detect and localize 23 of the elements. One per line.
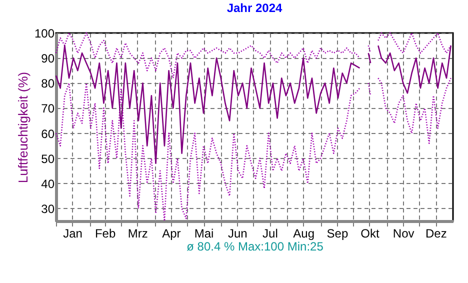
x-tick-label: Sep (326, 226, 348, 240)
x-tick-label: Jan (63, 226, 82, 240)
x-axis-title: ø 80.4 % Max:100 Min:25 (186, 240, 324, 254)
x-tick-label: Okt (360, 226, 380, 240)
y-tick-label: 30 (41, 202, 55, 216)
x-tick-label: Nov (392, 226, 414, 240)
y-tick-label: 90 (41, 52, 55, 66)
y-tick-label: 40 (41, 176, 55, 191)
x-tick-label: Mrz (128, 226, 148, 240)
x-tick-label: Aug (293, 226, 314, 240)
y-tick-label: 60 (41, 126, 55, 141)
y-tick-label: 100 (34, 26, 55, 40)
y-tick-label: 80 (41, 76, 55, 91)
y-tick-label: 50 (41, 152, 55, 166)
y-tick-label: 70 (41, 102, 55, 116)
x-tick-label: Feb (94, 226, 116, 240)
x-tick-label: Dez (425, 226, 447, 240)
x-tick-label: Jul (262, 226, 278, 240)
x-tick-label: Jun (228, 226, 248, 240)
x-tick-label: Mai (194, 226, 214, 240)
x-tick-label: Apr (162, 226, 181, 240)
chart-title: Jahr 2024 (226, 1, 283, 15)
y-axis-title: Luftfeuchtigkeit (%) (15, 72, 30, 184)
